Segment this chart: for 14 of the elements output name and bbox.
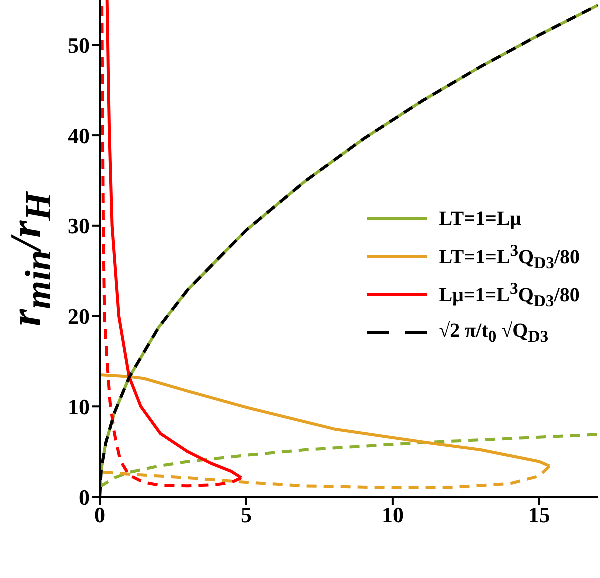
y-tick-label: 0 — [79, 484, 90, 510]
x-tick-label: 0 — [94, 502, 106, 528]
legend-label: LT=1=L$^{3}$Q$_{D3}$/80 — [439, 240, 580, 274]
legend-label: Lμ=1=L$^{3}$Q$_{D3}$/80 — [439, 278, 580, 312]
x-tick-label: 5 — [240, 502, 252, 528]
y-tick-label: 10 — [68, 394, 90, 420]
y-tick-label: 40 — [68, 123, 90, 148]
y-tick-label: 30 — [68, 214, 90, 239]
y-tick-label: 50 — [68, 32, 90, 58]
x-tick-label: 10 — [382, 502, 404, 528]
y-tick-label: 20 — [68, 304, 90, 330]
x-tick-label: 15 — [528, 502, 550, 528]
legend-label: LT=1=Lμ — [439, 208, 522, 230]
legend-label: √2 π/t$_{0}$ √Q$_{D3}$ — [439, 320, 549, 346]
